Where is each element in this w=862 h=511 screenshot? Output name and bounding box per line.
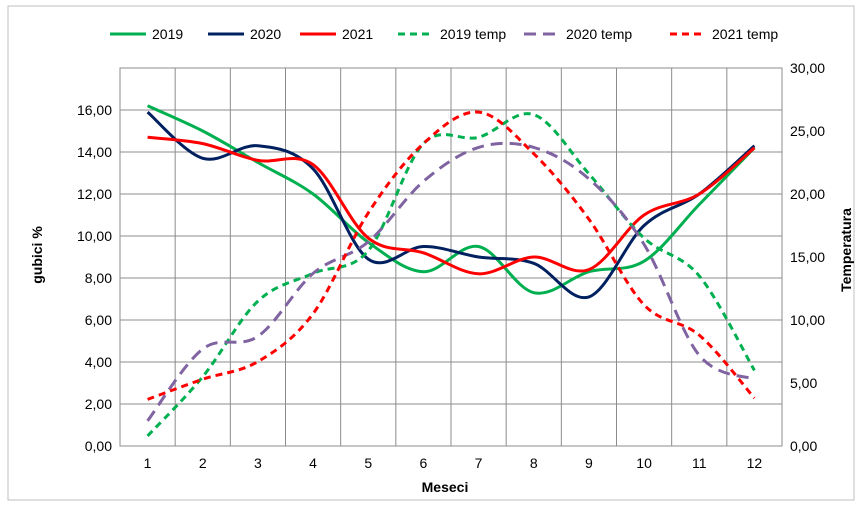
x-tick-label: 1 <box>144 455 152 471</box>
x-axis-ticks: 1 2 3 4 5 6 7 8 9 10 11 12 <box>144 455 763 471</box>
legend-label-2020-temp: 2020 temp <box>566 26 632 42</box>
x-tick-label: 4 <box>309 455 317 471</box>
legend-label-2019: 2019 <box>152 26 183 42</box>
x-tick-label: 3 <box>254 455 262 471</box>
chart-border <box>7 5 855 501</box>
y-tick-label: 0,00 <box>85 438 112 454</box>
x-tick-label: 11 <box>692 455 707 471</box>
x-axis-label: Meseci <box>422 479 469 495</box>
legend-label-2021: 2021 <box>342 26 373 42</box>
y2-tick-label: 10,00 <box>790 312 825 328</box>
legend-label-2020: 2020 <box>250 26 281 42</box>
series-line-2020 <box>146 110 756 300</box>
y2-axis-ticks: 0,00 5,00 10,00 15,00 20,00 25,00 30,00 <box>790 60 825 454</box>
y2-tick-label: 25,00 <box>790 123 825 139</box>
y-tick-label: 16,00 <box>77 102 112 118</box>
legend-label-2021-temp: 2021 temp <box>712 26 778 42</box>
plot-area-border <box>119 67 783 447</box>
y-axis-label: gubici % <box>29 226 45 284</box>
series-line-2021-temp <box>147 110 756 401</box>
series-line-2020-temp <box>146 141 756 422</box>
y-tick-label: 2,00 <box>85 396 112 412</box>
x-tick-label: 12 <box>747 455 763 471</box>
x-tick-label: 8 <box>530 455 538 471</box>
x-tick-label: 9 <box>585 455 593 471</box>
y2-tick-label: 0,00 <box>790 438 817 454</box>
y-tick-label: 8,00 <box>85 270 112 286</box>
y2-tick-label: 30,00 <box>790 60 825 76</box>
x-tick-label: 7 <box>475 455 483 471</box>
x-tick-label: 6 <box>420 455 428 471</box>
x-tick-label: 10 <box>636 455 652 471</box>
y2-tick-label: 5,00 <box>790 375 817 391</box>
series-line-2019 <box>146 104 756 295</box>
legend: 2019 2020 2021 2019 temp 2020 temp 2021 temp <box>110 26 778 42</box>
legend-label-2019-temp: 2019 temp <box>440 26 506 42</box>
y2-tick-label: 15,00 <box>790 249 825 265</box>
series-layer <box>146 104 756 437</box>
x-tick-label: 5 <box>364 455 372 471</box>
y-tick-label: 12,00 <box>77 186 112 202</box>
y2-tick-label: 20,00 <box>790 186 825 202</box>
y-tick-label: 14,00 <box>77 144 112 160</box>
series-line-2021 <box>147 135 756 276</box>
y-tick-label: 10,00 <box>77 228 112 244</box>
series-line-2019-temp <box>146 112 756 437</box>
y-tick-label: 6,00 <box>85 312 112 328</box>
y-axis-ticks: 0,00 2,00 4,00 6,00 8,00 10,00 12,00 14,00 16,00 <box>77 102 112 454</box>
x-tick-label: 2 <box>199 455 207 471</box>
y2-axis-label: Temperatura <box>838 208 854 292</box>
y-tick-label: 4,00 <box>85 354 112 370</box>
plot-frame <box>7 5 855 501</box>
